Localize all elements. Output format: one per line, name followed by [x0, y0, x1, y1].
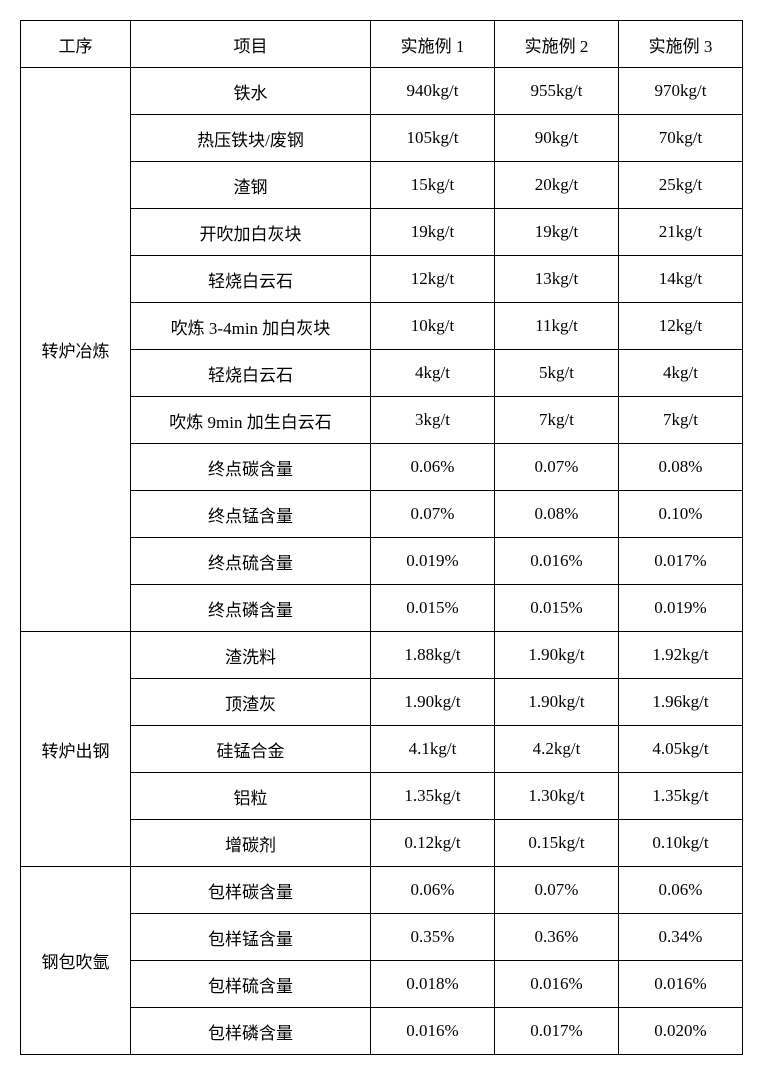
value-cell: 0.06%	[371, 444, 495, 491]
value-cell: 0.15kg/t	[495, 820, 619, 867]
value-cell: 19kg/t	[495, 209, 619, 256]
item-cell: 终点磷含量	[131, 585, 371, 632]
value-cell: 90kg/t	[495, 115, 619, 162]
item-cell: 开吹加白灰块	[131, 209, 371, 256]
value-cell: 105kg/t	[371, 115, 495, 162]
value-cell: 7kg/t	[495, 397, 619, 444]
item-cell: 渣钢	[131, 162, 371, 209]
value-cell: 0.08%	[495, 491, 619, 538]
table-row: 钢包吹氩包样碳含量0.06%0.07%0.06%	[21, 867, 743, 914]
item-cell: 铁水	[131, 68, 371, 115]
table-body: 转炉冶炼铁水940kg/t955kg/t970kg/t热压铁块/废钢105kg/…	[21, 68, 743, 1055]
value-cell: 1.90kg/t	[495, 632, 619, 679]
table-header-row: 工序 项目 实施例 1 实施例 2 实施例 3	[21, 21, 743, 68]
value-cell: 7kg/t	[619, 397, 743, 444]
item-cell: 包样碳含量	[131, 867, 371, 914]
value-cell: 0.36%	[495, 914, 619, 961]
value-cell: 1.35kg/t	[619, 773, 743, 820]
value-cell: 1.88kg/t	[371, 632, 495, 679]
item-cell: 热压铁块/废钢	[131, 115, 371, 162]
item-cell: 吹炼 3-4min 加白灰块	[131, 303, 371, 350]
value-cell: 19kg/t	[371, 209, 495, 256]
col-header-process: 工序	[21, 21, 131, 68]
item-cell: 轻烧白云石	[131, 350, 371, 397]
value-cell: 0.12kg/t	[371, 820, 495, 867]
value-cell: 0.020%	[619, 1008, 743, 1055]
value-cell: 4.05kg/t	[619, 726, 743, 773]
value-cell: 0.07%	[495, 867, 619, 914]
value-cell: 1.35kg/t	[371, 773, 495, 820]
value-cell: 21kg/t	[619, 209, 743, 256]
value-cell: 0.017%	[495, 1008, 619, 1055]
value-cell: 25kg/t	[619, 162, 743, 209]
process-cell: 转炉出钢	[21, 632, 131, 867]
value-cell: 0.017%	[619, 538, 743, 585]
value-cell: 4kg/t	[619, 350, 743, 397]
value-cell: 0.016%	[495, 538, 619, 585]
value-cell: 0.10%	[619, 491, 743, 538]
value-cell: 1.96kg/t	[619, 679, 743, 726]
item-cell: 包样硫含量	[131, 961, 371, 1008]
table-row: 转炉冶炼铁水940kg/t955kg/t970kg/t	[21, 68, 743, 115]
item-cell: 铝粒	[131, 773, 371, 820]
item-cell: 顶渣灰	[131, 679, 371, 726]
value-cell: 1.90kg/t	[371, 679, 495, 726]
value-cell: 12kg/t	[619, 303, 743, 350]
value-cell: 0.019%	[371, 538, 495, 585]
value-cell: 4.1kg/t	[371, 726, 495, 773]
value-cell: 0.015%	[371, 585, 495, 632]
value-cell: 12kg/t	[371, 256, 495, 303]
col-header-ex1: 实施例 1	[371, 21, 495, 68]
process-parameters-table: 工序 项目 实施例 1 实施例 2 实施例 3 转炉冶炼铁水940kg/t955…	[20, 20, 743, 1055]
value-cell: 1.92kg/t	[619, 632, 743, 679]
item-cell: 硅锰合金	[131, 726, 371, 773]
item-cell: 渣洗料	[131, 632, 371, 679]
value-cell: 0.06%	[371, 867, 495, 914]
item-cell: 包样锰含量	[131, 914, 371, 961]
value-cell: 0.018%	[371, 961, 495, 1008]
value-cell: 940kg/t	[371, 68, 495, 115]
col-header-ex3: 实施例 3	[619, 21, 743, 68]
value-cell: 0.07%	[495, 444, 619, 491]
value-cell: 15kg/t	[371, 162, 495, 209]
value-cell: 0.019%	[619, 585, 743, 632]
item-cell: 终点锰含量	[131, 491, 371, 538]
value-cell: 20kg/t	[495, 162, 619, 209]
value-cell: 0.34%	[619, 914, 743, 961]
process-cell: 转炉冶炼	[21, 68, 131, 632]
value-cell: 5kg/t	[495, 350, 619, 397]
value-cell: 14kg/t	[619, 256, 743, 303]
value-cell: 0.35%	[371, 914, 495, 961]
value-cell: 3kg/t	[371, 397, 495, 444]
value-cell: 1.90kg/t	[495, 679, 619, 726]
value-cell: 4kg/t	[371, 350, 495, 397]
value-cell: 0.08%	[619, 444, 743, 491]
value-cell: 0.015%	[495, 585, 619, 632]
value-cell: 10kg/t	[371, 303, 495, 350]
value-cell: 1.30kg/t	[495, 773, 619, 820]
col-header-ex2: 实施例 2	[495, 21, 619, 68]
value-cell: 970kg/t	[619, 68, 743, 115]
value-cell: 0.10kg/t	[619, 820, 743, 867]
item-cell: 包样磷含量	[131, 1008, 371, 1055]
value-cell: 0.016%	[495, 961, 619, 1008]
col-header-item: 项目	[131, 21, 371, 68]
value-cell: 0.016%	[619, 961, 743, 1008]
table-row: 转炉出钢渣洗料1.88kg/t1.90kg/t1.92kg/t	[21, 632, 743, 679]
value-cell: 0.07%	[371, 491, 495, 538]
item-cell: 终点碳含量	[131, 444, 371, 491]
process-cell: 钢包吹氩	[21, 867, 131, 1055]
item-cell: 轻烧白云石	[131, 256, 371, 303]
item-cell: 终点硫含量	[131, 538, 371, 585]
value-cell: 0.06%	[619, 867, 743, 914]
value-cell: 4.2kg/t	[495, 726, 619, 773]
value-cell: 11kg/t	[495, 303, 619, 350]
value-cell: 0.016%	[371, 1008, 495, 1055]
value-cell: 70kg/t	[619, 115, 743, 162]
value-cell: 13kg/t	[495, 256, 619, 303]
value-cell: 955kg/t	[495, 68, 619, 115]
item-cell: 增碳剂	[131, 820, 371, 867]
item-cell: 吹炼 9min 加生白云石	[131, 397, 371, 444]
